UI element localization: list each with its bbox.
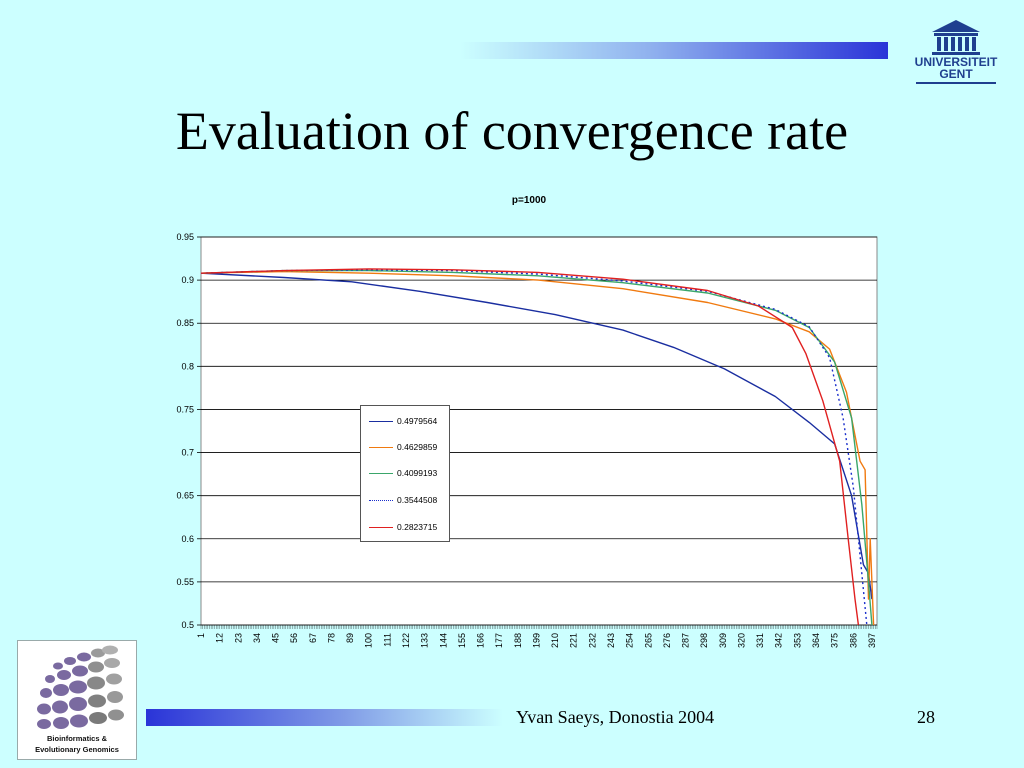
legend-swatch xyxy=(369,420,393,422)
y-tick-label: 0.9 xyxy=(181,275,194,285)
legend-swatch xyxy=(369,472,393,474)
x-tick-label: 12 xyxy=(215,633,225,643)
legend-label: 0.4629859 xyxy=(397,442,438,452)
x-tick-label: 89 xyxy=(345,633,355,643)
x-tick-label: 221 xyxy=(569,633,579,648)
series-line-0 xyxy=(200,272,873,600)
x-tick-label: 320 xyxy=(736,633,746,648)
slide-title: Evaluation of convergence rate xyxy=(175,101,849,161)
series-line-2 xyxy=(200,269,873,626)
legend-item: 0.4099193 xyxy=(369,467,437,479)
university-logo: UNIVERSITEIT GENT xyxy=(915,20,998,84)
y-tick-label: 0.85 xyxy=(176,318,194,328)
legend-label: 0.4979564 xyxy=(397,416,438,426)
top-accent-bar xyxy=(460,42,888,59)
x-tick-label: 309 xyxy=(718,633,728,648)
x-tick-label: 254 xyxy=(625,633,635,648)
y-tick-label: 0.75 xyxy=(176,404,194,414)
legend-item: 0.2823715 xyxy=(369,521,437,533)
legend-swatch xyxy=(369,446,393,448)
x-tick-label: 100 xyxy=(364,633,374,648)
y-tick-label: 0.55 xyxy=(176,577,194,587)
x-tick-label: 287 xyxy=(681,633,691,648)
x-tick-label: 397 xyxy=(867,633,877,648)
x-tick-label: 111 xyxy=(382,633,392,647)
x-tick-label: 155 xyxy=(457,633,467,648)
bottom-accent-bar xyxy=(146,709,503,726)
y-tick-label: 0.65 xyxy=(176,491,194,501)
x-tick-label: 232 xyxy=(587,633,597,648)
y-tick-label: 0.7 xyxy=(181,448,194,458)
group-logo-line1: Bioinformatics & xyxy=(46,734,107,743)
university-logo-line2: GENT xyxy=(939,67,973,81)
dots-graphic xyxy=(37,645,124,729)
x-tick-label: 342 xyxy=(774,633,784,648)
x-tick-label: 23 xyxy=(233,633,243,643)
x-tick-label: 45 xyxy=(271,633,281,643)
x-tick-label: 276 xyxy=(662,633,672,648)
series-line-4 xyxy=(200,268,860,626)
x-tick-label: 177 xyxy=(494,633,504,648)
x-tick-label: 265 xyxy=(643,633,653,648)
series-line-3 xyxy=(200,269,868,626)
chart-legend: 0.4979564 0.4629859 0.4099193 0.3544508 … xyxy=(360,405,450,542)
x-tick-label: 188 xyxy=(513,633,523,648)
page-number: 28 xyxy=(917,707,935,727)
group-logo-line2: Evolutionary Genomics xyxy=(35,745,119,754)
x-tick-label: 364 xyxy=(811,633,821,648)
legend-item: 0.3544508 xyxy=(369,494,437,506)
y-tick-label: 0.5 xyxy=(181,620,194,630)
series-line-1 xyxy=(200,270,875,626)
y-tick-label: 0.6 xyxy=(181,534,194,544)
y-tick-label: 0.8 xyxy=(181,361,194,371)
x-tick-label: 353 xyxy=(792,633,802,648)
footer-text: Yvan Saeys, Donostia 2004 xyxy=(516,707,715,727)
legend-label: 0.4099193 xyxy=(397,468,438,478)
x-tick-label: 210 xyxy=(550,633,560,648)
x-tick-label: 386 xyxy=(848,633,858,648)
bioinformatics-logo: Bioinformatics & Evolutionary Genomics xyxy=(17,640,137,760)
legend-swatch xyxy=(369,526,393,528)
x-tick-label: 166 xyxy=(476,633,486,648)
x-tick-label: 78 xyxy=(326,633,336,643)
x-tick-label: 56 xyxy=(289,633,299,643)
legend-item: 0.4629859 xyxy=(369,441,437,453)
chart-title: p=1000 xyxy=(511,195,547,206)
legend-swatch xyxy=(369,499,393,501)
x-tick-label: 144 xyxy=(438,633,448,648)
x-tick-label: 1 xyxy=(196,633,206,638)
x-tick-label: 34 xyxy=(252,633,262,643)
x-tick-label: 375 xyxy=(830,633,840,648)
x-tick-label: 331 xyxy=(755,633,765,648)
x-tick-label: 133 xyxy=(420,633,430,648)
x-tick-label: 67 xyxy=(308,633,318,643)
x-tick-label: 122 xyxy=(401,633,411,648)
university-logo-line1: UNIVERSITEIT xyxy=(915,55,998,69)
line-chart: 0.50.550.60.650.70.750.80.850.90.95 1 12 2… xyxy=(176,232,878,648)
x-tick-label: 298 xyxy=(699,633,709,648)
legend-label: 0.3544508 xyxy=(397,495,438,505)
plot-area xyxy=(200,236,878,626)
y-tick-label: 0.95 xyxy=(176,232,194,242)
legend-item: 0.4979564 xyxy=(369,415,437,427)
x-tick-label: 243 xyxy=(606,633,616,648)
x-tick-label: 199 xyxy=(531,633,541,648)
legend-label: 0.2823715 xyxy=(397,522,438,532)
